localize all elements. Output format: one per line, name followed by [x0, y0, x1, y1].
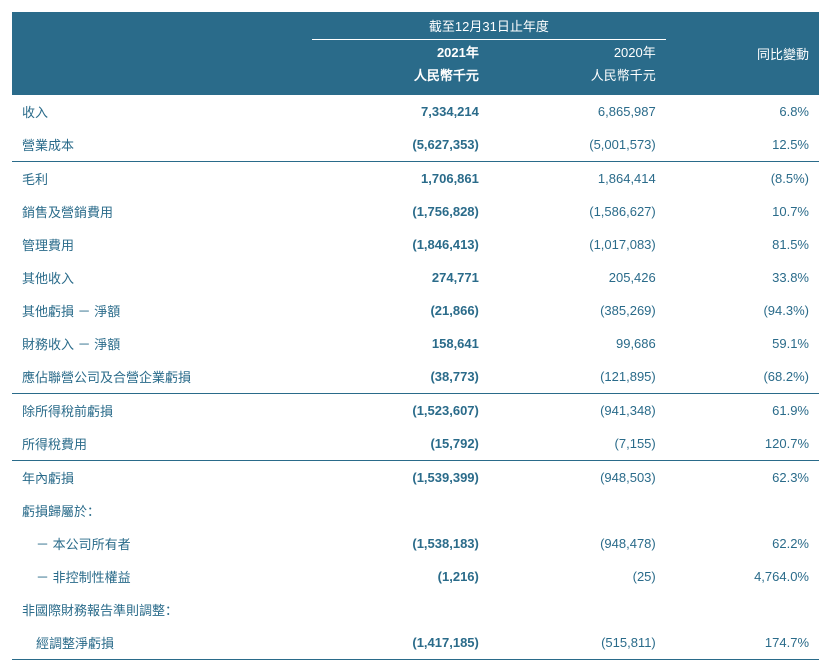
table-row: － 非控制性權益(1,216)(25)4,764.0% [12, 560, 819, 593]
value-change: 12.5% [666, 128, 819, 162]
value-2020: (1,586,627) [489, 195, 666, 228]
table-row: 財務收入 － 淨額158,64199,68659.1% [12, 327, 819, 360]
header-col2-year: 2020年 [489, 40, 666, 64]
row-label: 所得稅費用 [12, 427, 312, 461]
value-change: 62.2% [666, 527, 819, 560]
table-row: 收入7,334,2146,865,9876.8% [12, 95, 819, 129]
row-label: 銷售及營銷費用 [12, 195, 312, 228]
value-2020: 6,865,987 [489, 95, 666, 129]
value-2021: 1,706,861 [312, 162, 489, 196]
header-col2-unit: 人民幣千元 [489, 63, 666, 95]
value-2020: (7,155) [489, 427, 666, 461]
value-2020: (948,503) [489, 461, 666, 495]
table-row: 虧損歸屬於： [12, 494, 819, 527]
value-change: (68.2%) [666, 360, 819, 394]
value-change: 62.3% [666, 461, 819, 495]
value-2020: (25) [489, 560, 666, 593]
table-row: 毛利1,706,8611,864,414(8.5%) [12, 162, 819, 196]
table-row: 其他收入274,771205,42633.8% [12, 261, 819, 294]
table-row: 管理費用(1,846,413)(1,017,083)81.5% [12, 228, 819, 261]
header-row-1: 截至12月31日止年度 同比變動 [12, 12, 819, 40]
value-2020 [489, 494, 666, 527]
financial-table: 截至12月31日止年度 同比變動 2021年 2020年 人民幣千元 人民幣千元… [12, 12, 819, 660]
row-label: 其他收入 [12, 261, 312, 294]
value-2021: 158,641 [312, 327, 489, 360]
value-2020: (5,001,573) [489, 128, 666, 162]
header-change: 同比變動 [666, 12, 819, 95]
value-2021 [312, 494, 489, 527]
row-label: 財務收入 － 淨額 [12, 327, 312, 360]
row-label: － 非控制性權益 [12, 560, 312, 593]
table-row: 除所得稅前虧損(1,523,607)(941,348)61.9% [12, 394, 819, 428]
value-2020 [489, 593, 666, 626]
row-label: 除所得稅前虧損 [12, 394, 312, 428]
value-2021: 274,771 [312, 261, 489, 294]
value-change: 33.8% [666, 261, 819, 294]
value-2020: (385,269) [489, 294, 666, 327]
value-change: 61.9% [666, 394, 819, 428]
row-label: 經調整淨虧損 [12, 626, 312, 660]
value-change: 6.8% [666, 95, 819, 129]
table-row: － 本公司所有者(1,538,183)(948,478)62.2% [12, 527, 819, 560]
table-row: 營業成本(5,627,353)(5,001,573)12.5% [12, 128, 819, 162]
value-change: (8.5%) [666, 162, 819, 196]
table-row: 其他虧損 － 淨額(21,866)(385,269)(94.3%) [12, 294, 819, 327]
value-2021: (15,792) [312, 427, 489, 461]
value-2020: (515,811) [489, 626, 666, 660]
value-2021: (38,773) [312, 360, 489, 394]
value-2020: 1,864,414 [489, 162, 666, 196]
value-change: 120.7% [666, 427, 819, 461]
value-2021: (1,538,183) [312, 527, 489, 560]
value-2021: (1,523,607) [312, 394, 489, 428]
value-2021: (1,539,399) [312, 461, 489, 495]
row-label: 管理費用 [12, 228, 312, 261]
table-row: 應佔聯營公司及合營企業虧損(38,773)(121,895)(68.2%) [12, 360, 819, 394]
header-period: 截至12月31日止年度 [312, 12, 666, 40]
value-2020: (1,017,083) [489, 228, 666, 261]
value-change: 4,764.0% [666, 560, 819, 593]
row-label: 應佔聯營公司及合營企業虧損 [12, 360, 312, 394]
value-2021: (21,866) [312, 294, 489, 327]
value-2020: (121,895) [489, 360, 666, 394]
value-change: 59.1% [666, 327, 819, 360]
value-2021: (1,417,185) [312, 626, 489, 660]
value-2020: (948,478) [489, 527, 666, 560]
row-label: 年內虧損 [12, 461, 312, 495]
row-label: 虧損歸屬於： [12, 494, 312, 527]
table-row: 年內虧損(1,539,399)(948,503)62.3% [12, 461, 819, 495]
value-2020: 99,686 [489, 327, 666, 360]
value-2021: 7,334,214 [312, 95, 489, 129]
header-blank [12, 12, 312, 95]
row-label: － 本公司所有者 [12, 527, 312, 560]
value-2020: 205,426 [489, 261, 666, 294]
value-2021: (1,756,828) [312, 195, 489, 228]
table-row: 所得稅費用(15,792)(7,155)120.7% [12, 427, 819, 461]
header-col1-unit: 人民幣千元 [312, 63, 489, 95]
value-change: (94.3%) [666, 294, 819, 327]
row-label: 毛利 [12, 162, 312, 196]
value-2020: (941,348) [489, 394, 666, 428]
table-row: 銷售及營銷費用(1,756,828)(1,586,627)10.7% [12, 195, 819, 228]
table-row: 非國際財務報告準則調整： [12, 593, 819, 626]
row-label: 非國際財務報告準則調整： [12, 593, 312, 626]
value-change: 174.7% [666, 626, 819, 660]
row-label: 營業成本 [12, 128, 312, 162]
value-2021: (1,846,413) [312, 228, 489, 261]
value-change [666, 593, 819, 626]
value-change: 10.7% [666, 195, 819, 228]
value-2021 [312, 593, 489, 626]
value-2021: (5,627,353) [312, 128, 489, 162]
row-label: 其他虧損 － 淨額 [12, 294, 312, 327]
value-change [666, 494, 819, 527]
header-col1-year: 2021年 [312, 40, 489, 64]
table-row: 經調整淨虧損(1,417,185)(515,811)174.7% [12, 626, 819, 660]
value-change: 81.5% [666, 228, 819, 261]
row-label: 收入 [12, 95, 312, 129]
value-2021: (1,216) [312, 560, 489, 593]
